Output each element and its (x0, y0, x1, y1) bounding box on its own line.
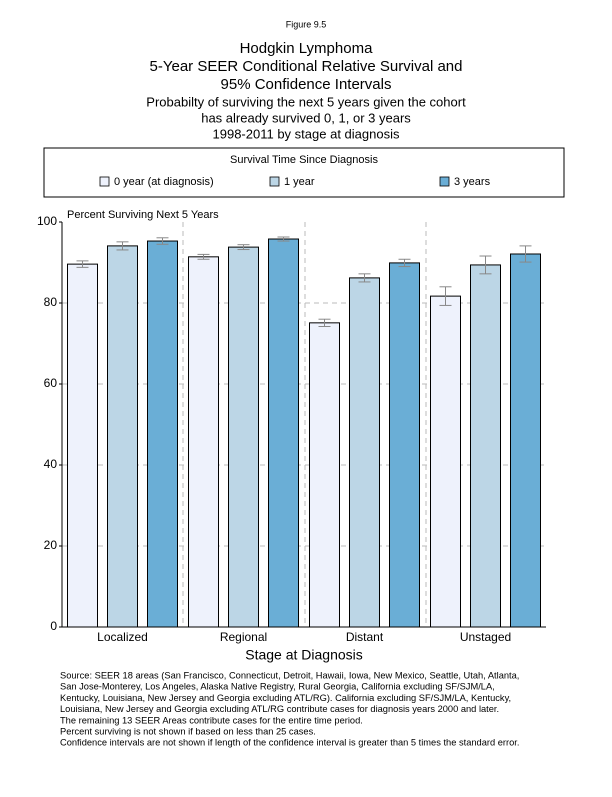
footnote: Confidence intervals are not shown if le… (60, 738, 519, 748)
figure-label: Figure 9.5 (286, 19, 327, 29)
chart-subtitle: 1998-2011 by stage at diagnosis (213, 126, 400, 141)
error-bar (519, 245, 532, 263)
x-tick-label: Unstaged (460, 630, 511, 644)
bar (67, 263, 98, 628)
x-tick-label: Distant (346, 630, 384, 644)
error-bar (358, 273, 371, 283)
footnote: The remaining 13 SEER Areas contribute c… (60, 715, 363, 725)
bar (349, 277, 380, 628)
bar (268, 238, 299, 628)
bar (309, 322, 340, 628)
x-tick-label: Regional (220, 630, 267, 644)
legend-swatch (269, 176, 280, 187)
footnote: San Jose-Monterey, Los Angeles, Alaska N… (60, 682, 495, 692)
error-bar (116, 241, 129, 251)
x-axis-label: Stage at Diagnosis (245, 647, 363, 663)
error-bar (277, 236, 290, 242)
y-tick-label: 100 (37, 214, 57, 228)
error-bar (318, 318, 331, 327)
bar (147, 240, 178, 628)
bar (107, 245, 138, 628)
error-bar (197, 253, 210, 260)
error-bar (439, 286, 452, 306)
y-axis-label: Percent Surviving Next 5 Years (67, 209, 219, 221)
y-tick-label: 20 (44, 538, 58, 552)
error-bar (156, 237, 169, 245)
error-bar (398, 258, 411, 268)
bar (188, 256, 219, 628)
error-bar (479, 255, 492, 275)
legend-label: 3 years (454, 176, 491, 188)
y-tick-label: 40 (44, 457, 58, 471)
bar (430, 295, 461, 628)
error-bar (76, 260, 89, 268)
y-tick-label: 60 (44, 376, 58, 390)
bar (389, 262, 420, 628)
legend-title: Survival Time Since Diagnosis (230, 154, 378, 166)
legend-swatch (439, 176, 450, 187)
bar (510, 253, 541, 628)
chart-subtitle: has already survived 0, 1, or 3 years (201, 110, 411, 125)
error-bar (237, 244, 250, 251)
footnote: Source: SEER 18 areas (San Francisco, Co… (60, 670, 519, 680)
footnote: Kentucky, Louisiana, New Jersey and Geor… (60, 693, 511, 703)
chart-title: 95% Confidence Intervals (221, 76, 392, 93)
bar (470, 264, 501, 628)
y-tick-label: 80 (44, 295, 58, 309)
legend-label: 0 year (at diagnosis) (114, 176, 214, 188)
x-tick-label: Localized (97, 630, 148, 644)
chart-title: 5-Year SEER Conditional Relative Surviva… (150, 58, 463, 75)
chart-subtitle: Probabilty of surviving the next 5 years… (146, 94, 466, 109)
chart-title: Hodgkin Lymphoma (240, 40, 374, 57)
bar (228, 246, 259, 628)
footnote: Louisiana, New Jersey and Georgia exclud… (60, 704, 499, 714)
y-tick-label: 0 (50, 619, 57, 633)
footnote: Percent surviving is not shown if based … (60, 726, 316, 736)
legend-swatch (99, 176, 110, 187)
legend-label: 1 year (284, 176, 315, 188)
legend-box (43, 147, 565, 198)
